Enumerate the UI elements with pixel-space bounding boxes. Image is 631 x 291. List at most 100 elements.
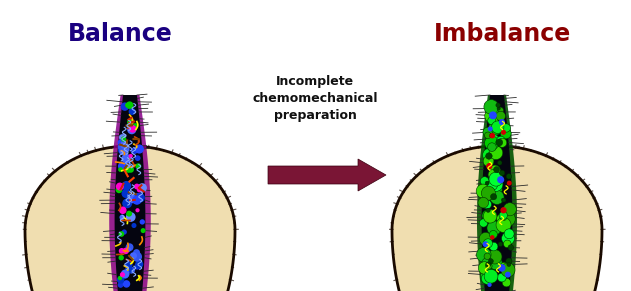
Circle shape xyxy=(135,144,144,154)
Circle shape xyxy=(505,272,511,278)
Circle shape xyxy=(488,169,498,180)
Circle shape xyxy=(486,208,490,212)
Circle shape xyxy=(498,138,507,147)
Circle shape xyxy=(480,219,488,227)
Circle shape xyxy=(476,247,491,262)
Circle shape xyxy=(122,154,131,164)
Circle shape xyxy=(489,242,498,251)
Circle shape xyxy=(128,267,135,274)
Circle shape xyxy=(481,273,493,284)
Circle shape xyxy=(490,133,495,139)
Circle shape xyxy=(485,132,491,139)
Circle shape xyxy=(500,207,507,213)
Circle shape xyxy=(119,214,125,220)
Circle shape xyxy=(122,248,129,254)
Circle shape xyxy=(126,261,133,268)
Circle shape xyxy=(126,211,132,217)
Circle shape xyxy=(489,230,497,239)
Circle shape xyxy=(480,269,496,284)
Circle shape xyxy=(489,124,495,130)
Circle shape xyxy=(501,263,515,277)
Circle shape xyxy=(507,262,511,267)
Circle shape xyxy=(124,163,131,170)
Circle shape xyxy=(122,280,130,288)
Circle shape xyxy=(480,177,489,185)
Circle shape xyxy=(496,111,505,121)
Circle shape xyxy=(498,242,503,246)
Circle shape xyxy=(131,148,137,154)
Circle shape xyxy=(121,141,128,149)
Polygon shape xyxy=(115,95,145,291)
Polygon shape xyxy=(392,146,602,291)
Circle shape xyxy=(484,186,495,197)
Circle shape xyxy=(496,139,503,146)
Circle shape xyxy=(483,127,493,137)
Circle shape xyxy=(119,231,124,237)
Circle shape xyxy=(121,269,129,278)
Circle shape xyxy=(118,167,123,172)
Circle shape xyxy=(499,119,505,125)
Circle shape xyxy=(125,102,131,108)
Text: Balance: Balance xyxy=(68,22,172,46)
Circle shape xyxy=(497,214,506,223)
Circle shape xyxy=(483,210,497,223)
Circle shape xyxy=(486,163,493,169)
Circle shape xyxy=(132,196,141,205)
Circle shape xyxy=(129,125,136,133)
Circle shape xyxy=(118,162,126,171)
Circle shape xyxy=(476,184,490,198)
Circle shape xyxy=(118,276,122,280)
Circle shape xyxy=(136,208,139,212)
Circle shape xyxy=(489,111,497,119)
Circle shape xyxy=(502,124,510,132)
Circle shape xyxy=(135,163,141,169)
Circle shape xyxy=(119,147,127,155)
Circle shape xyxy=(133,193,142,202)
Circle shape xyxy=(478,197,488,208)
Circle shape xyxy=(488,249,502,264)
Circle shape xyxy=(122,229,127,235)
Circle shape xyxy=(487,134,499,146)
Circle shape xyxy=(119,248,125,254)
Circle shape xyxy=(132,252,142,262)
Circle shape xyxy=(483,239,493,248)
Polygon shape xyxy=(477,95,517,291)
Circle shape xyxy=(135,260,143,268)
Circle shape xyxy=(115,187,122,193)
Circle shape xyxy=(478,262,491,274)
Circle shape xyxy=(500,128,511,139)
Circle shape xyxy=(504,229,514,239)
Circle shape xyxy=(487,221,501,235)
Circle shape xyxy=(126,165,132,171)
Circle shape xyxy=(138,183,147,192)
Circle shape xyxy=(487,180,497,190)
Circle shape xyxy=(488,117,495,125)
Circle shape xyxy=(129,195,137,203)
Circle shape xyxy=(484,269,498,283)
Circle shape xyxy=(121,136,126,142)
Circle shape xyxy=(483,241,488,247)
Circle shape xyxy=(490,165,500,176)
Circle shape xyxy=(118,146,126,155)
Circle shape xyxy=(489,178,503,191)
Circle shape xyxy=(496,103,500,107)
Circle shape xyxy=(131,223,136,228)
Circle shape xyxy=(118,144,124,150)
Circle shape xyxy=(490,134,493,138)
Circle shape xyxy=(506,258,512,264)
Circle shape xyxy=(134,264,140,270)
Circle shape xyxy=(488,135,500,147)
Circle shape xyxy=(126,212,136,222)
Circle shape xyxy=(499,211,507,219)
Circle shape xyxy=(488,126,493,132)
Circle shape xyxy=(507,181,512,186)
Circle shape xyxy=(481,179,488,186)
Circle shape xyxy=(497,136,505,145)
Circle shape xyxy=(490,194,497,200)
Circle shape xyxy=(122,181,131,191)
Circle shape xyxy=(483,156,494,167)
Circle shape xyxy=(483,148,496,162)
Circle shape xyxy=(120,272,125,277)
Circle shape xyxy=(485,136,498,150)
Circle shape xyxy=(490,235,495,240)
